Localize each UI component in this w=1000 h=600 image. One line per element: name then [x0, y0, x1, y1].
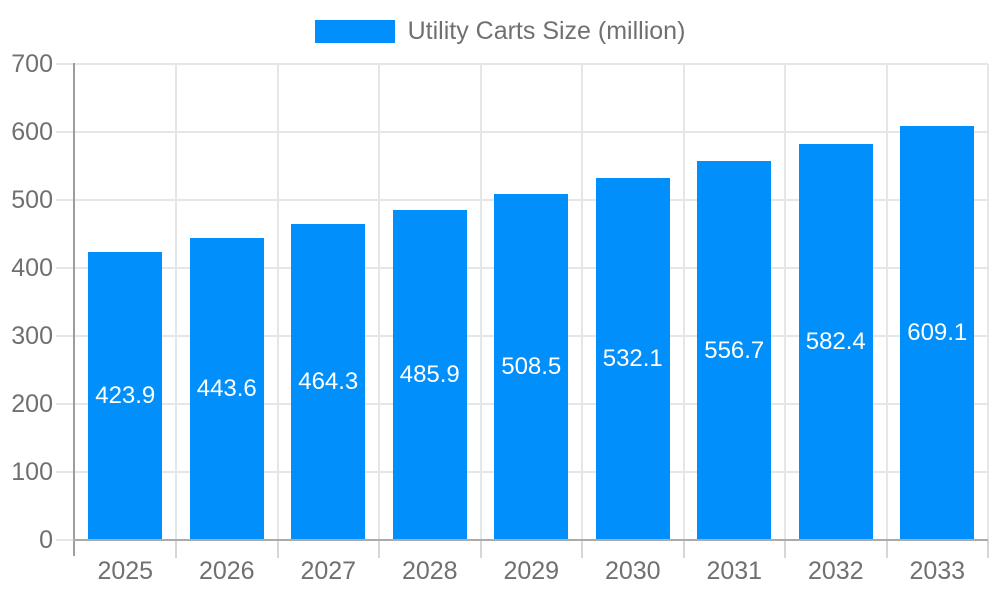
x-axis-tick	[784, 540, 786, 558]
x-axis-label: 2029	[503, 557, 560, 585]
gridline-vertical	[987, 64, 989, 540]
gridline-vertical	[175, 64, 177, 540]
y-axis-tick	[55, 471, 75, 473]
y-axis-tick	[55, 199, 75, 201]
x-axis-label: 2025	[97, 557, 154, 585]
bar[interactable]: 464.3	[291, 224, 366, 540]
gridline-vertical	[682, 64, 685, 540]
y-axis-tick	[55, 335, 75, 337]
bar[interactable]: 582.4	[798, 143, 873, 540]
legend[interactable]: Utility Carts Size (million)	[0, 19, 1000, 44]
bar-value-label: 556.7	[704, 336, 765, 364]
bar-value-label: 609.1	[907, 318, 968, 346]
bar-value-label: 485.9	[399, 360, 460, 388]
x-axis-tick	[378, 540, 380, 558]
gridline-vertical	[479, 64, 482, 540]
x-axis-tick	[885, 540, 888, 558]
gridline-vertical	[784, 64, 786, 540]
x-axis-tick	[276, 540, 279, 558]
legend-label: Utility Carts Size (million)	[407, 17, 686, 45]
y-axis-line	[72, 63, 75, 556]
x-axis-line	[72, 539, 988, 541]
x-axis-label: 2030	[604, 557, 661, 585]
gridline-horizontal	[74, 131, 988, 133]
bar-value-label: 464.3	[298, 368, 359, 396]
gridline-horizontal	[74, 63, 988, 65]
x-axis-tick	[682, 540, 685, 558]
gridline-vertical	[581, 64, 583, 540]
bar-value-label: 443.6	[196, 375, 257, 403]
bar[interactable]: 556.7	[697, 161, 772, 540]
y-axis-label: 0	[39, 525, 53, 554]
bar-value-label: 508.5	[501, 353, 562, 381]
bar-value-label: 532.1	[602, 345, 663, 373]
bar[interactable]: 423.9	[88, 251, 163, 540]
gridline-vertical	[378, 64, 380, 540]
bar-value-label: 423.9	[95, 381, 156, 409]
bar[interactable]: 532.1	[595, 178, 670, 540]
x-axis-label: 2026	[198, 557, 255, 585]
y-axis-label: 700	[11, 49, 53, 78]
x-axis-label: 2032	[807, 557, 864, 585]
bar-value-label: 582.4	[805, 327, 866, 355]
legend-swatch-icon	[314, 20, 395, 43]
x-axis-label: 2028	[401, 557, 458, 585]
x-axis-label: 2033	[909, 557, 966, 585]
x-axis-label: 2031	[706, 557, 763, 585]
x-axis-tick	[581, 540, 583, 558]
bar[interactable]: 485.9	[392, 209, 467, 540]
y-axis-tick	[55, 131, 75, 133]
y-axis-label: 200	[11, 389, 53, 418]
y-axis-tick	[55, 539, 75, 541]
gridline-vertical	[276, 64, 279, 540]
y-axis-tick	[55, 63, 75, 65]
y-axis-label: 300	[11, 321, 53, 350]
x-axis-tick	[175, 540, 177, 558]
bar[interactable]: 508.5	[494, 194, 569, 540]
x-axis-label: 2027	[300, 557, 357, 585]
bar[interactable]: 443.6	[189, 238, 264, 540]
y-axis-label: 600	[11, 117, 53, 146]
y-axis-label: 100	[11, 457, 53, 486]
y-axis-label: 500	[11, 185, 53, 214]
x-axis-tick	[479, 540, 482, 558]
y-axis-tick	[55, 267, 75, 269]
gridline-vertical	[885, 64, 888, 540]
y-axis-tick	[55, 403, 75, 405]
y-axis-label: 400	[11, 253, 53, 282]
x-axis-tick	[987, 540, 989, 558]
bar[interactable]: 609.1	[900, 125, 975, 540]
